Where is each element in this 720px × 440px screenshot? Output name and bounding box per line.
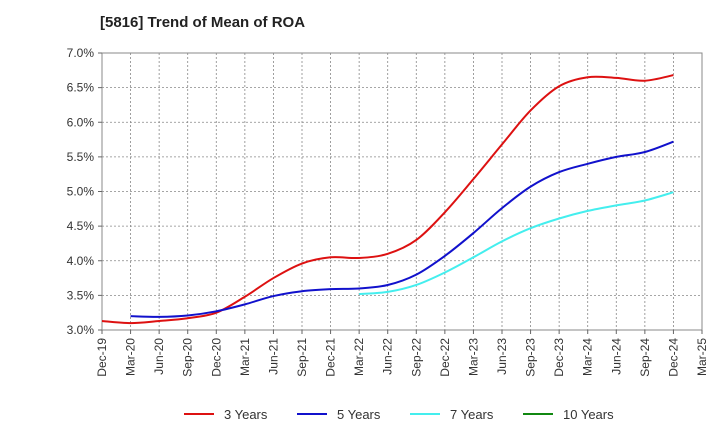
y-tick-label: 5.5%: [67, 150, 95, 164]
x-tick-label: Dec-22: [438, 338, 452, 377]
legend-label-7-years: 7 Years: [450, 407, 494, 422]
series-line-3-years: [101, 74, 674, 325]
x-tick-label: Jun-21: [266, 338, 280, 375]
x-tick-label: Mar-24: [581, 338, 595, 376]
x-tick-label: Sep-22: [409, 338, 423, 377]
legend-label-5-years: 5 Years: [337, 407, 381, 422]
y-tick-label: 3.0%: [67, 323, 95, 337]
x-tick-label: Mar-23: [466, 338, 480, 376]
y-axis-ticks: 3.0% 3.5% 4.0% 4.5% 5.0% 5.5% 6.0% 6.5% 7.0%: [67, 46, 102, 337]
series-lines: [101, 74, 674, 325]
chart-title: [5816] Trend of Mean of ROA: [100, 14, 306, 31]
legend-label-10-years: 10 Years: [563, 407, 614, 422]
x-tick-label: Dec-23: [552, 338, 566, 377]
legend: 3 Years 5 Years 7 Years 10 Years: [184, 407, 614, 422]
x-tick-label: Dec-24: [666, 338, 680, 377]
x-tick-label: Jun-22: [381, 338, 395, 375]
series-line-7-years: [359, 191, 674, 295]
legend-label-3-years: 3 Years: [224, 407, 268, 422]
x-tick-label: Jun-20: [152, 338, 166, 375]
x-tick-label: Sep-23: [524, 338, 538, 377]
x-tick-label: Mar-20: [124, 338, 138, 376]
x-axis-ticks: Dec-19 Mar-20 Jun-20 Sep-20 Dec-20 Mar-21 Jun-…: [95, 330, 709, 377]
x-tick-label: Dec-19: [95, 338, 109, 377]
x-tick-label: Mar-21: [238, 338, 252, 376]
x-tick-label: Sep-20: [181, 338, 195, 377]
grid-lines: [102, 53, 702, 330]
x-tick-label: Jun-24: [609, 338, 623, 375]
x-tick-label: Mar-22: [352, 338, 366, 376]
x-tick-label: Mar-25: [695, 338, 709, 376]
x-tick-label: Sep-24: [638, 338, 652, 377]
y-tick-label: 4.0%: [67, 254, 95, 268]
x-tick-label: Jun-23: [495, 338, 509, 375]
y-tick-label: 6.0%: [67, 115, 95, 129]
series-line-5-years: [130, 140, 674, 318]
y-tick-label: 5.0%: [67, 185, 95, 199]
y-tick-label: 7.0%: [67, 46, 95, 60]
x-tick-label: Dec-21: [324, 338, 338, 377]
x-tick-label: Dec-20: [209, 338, 223, 377]
y-tick-label: 3.5%: [67, 288, 95, 302]
x-tick-label: Sep-21: [295, 338, 309, 377]
y-tick-label: 6.5%: [67, 81, 95, 95]
y-tick-label: 4.5%: [67, 219, 95, 233]
